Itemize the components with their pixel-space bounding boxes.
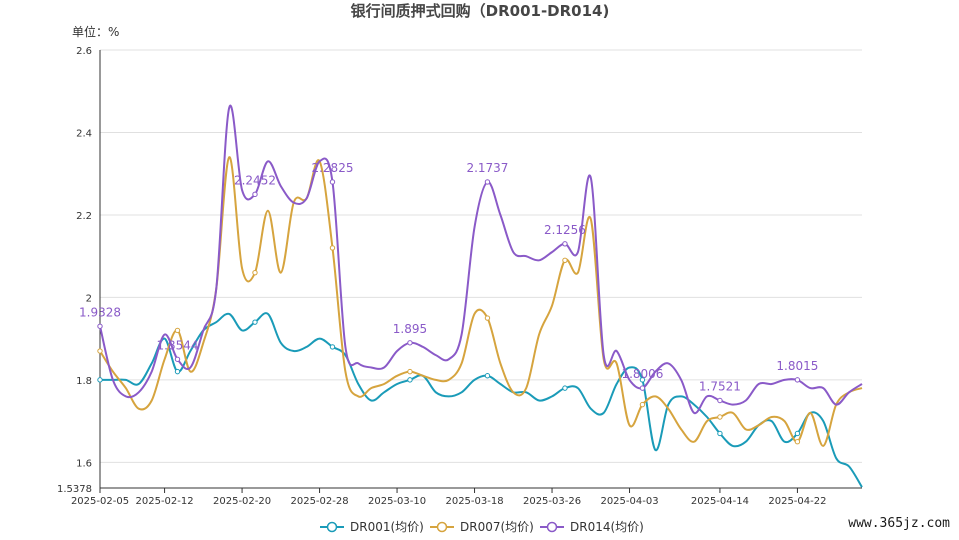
y-tick-label: 2 <box>86 293 92 304</box>
data-point-dr007 <box>562 257 568 263</box>
data-point-dr007 <box>174 327 181 334</box>
data-point-dr001 <box>639 377 646 383</box>
data-point-dr001 <box>97 377 103 383</box>
x-tick-label: 2025-02-05 <box>71 496 129 507</box>
x-tick-label: 2025-03-18 <box>445 496 503 507</box>
data-point-dr014 <box>329 179 336 185</box>
data-point-dr014 <box>407 340 413 346</box>
data-point-dr001 <box>174 368 181 375</box>
data-point-dr001 <box>562 385 568 391</box>
series-lines <box>99 104 863 488</box>
data-label-dr014: 2.1256 <box>544 223 586 237</box>
series-line-dr001 <box>99 312 863 488</box>
axes <box>99 50 862 489</box>
data-point-dr007 <box>97 348 103 354</box>
x-axis-ticks: 2025-02-05 2025-02-12 2025-02-20 2025-02-28… <box>71 488 826 507</box>
data-point-dr007 <box>407 368 413 375</box>
data-label-dr014: 1.895 <box>393 322 427 336</box>
legend-marker <box>326 521 338 533</box>
data-label-dr014: 1.8015 <box>776 359 818 373</box>
data-label-dr014: 2.1737 <box>466 161 508 175</box>
legend-label: DR014(均价) <box>570 520 644 534</box>
x-tick-label: 2025-04-03 <box>600 496 658 507</box>
legend-item-dr007[interactable]: DR007(均价) <box>430 520 534 534</box>
data-point-dr007 <box>484 315 491 321</box>
x-tick-label: 2025-04-14 <box>691 496 749 507</box>
legend-label: DR007(均价) <box>460 520 534 534</box>
data-point-dr007 <box>639 401 646 408</box>
y-tick-label: 2.6 <box>76 46 92 57</box>
unit-label: 单位：% <box>72 24 119 39</box>
data-point-dr001 <box>717 430 723 437</box>
data-point-dr014 <box>484 179 491 185</box>
series-markers <box>97 179 801 445</box>
y-axis-ticks: 1.5378 1.6 1.8 2 2.2 2.4 2.6 <box>57 46 92 495</box>
data-point-dr001 <box>484 373 491 379</box>
y-tick-label: 1.8 <box>76 376 92 387</box>
data-label-dr014: 1.7521 <box>699 379 741 393</box>
data-point-dr001 <box>252 319 258 325</box>
y-tick-label: 1.5378 <box>57 484 92 495</box>
data-point-dr014 <box>252 191 258 198</box>
legend-marker <box>436 521 448 533</box>
data-point-dr014 <box>794 377 801 383</box>
x-tick-label: 2025-04-22 <box>768 496 826 507</box>
x-tick-label: 2025-02-12 <box>136 496 194 507</box>
legend-item-dr014[interactable]: DR014(均价) <box>540 520 644 534</box>
data-point-dr014 <box>97 323 103 329</box>
y-tick-label: 1.6 <box>76 458 92 469</box>
data-labels: 1.9328 1.8544 2.2452 2.2825 1.895 2.1737 2.125… <box>79 161 818 394</box>
legend-marker <box>546 521 558 533</box>
series-line-dr007 <box>99 156 863 447</box>
legend-label: DR001(均价) <box>350 520 424 534</box>
watermark: www.365jz.com <box>848 516 950 531</box>
data-label-dr014: 1.8006 <box>621 367 663 381</box>
data-point-dr007 <box>794 439 801 445</box>
data-point-dr007 <box>717 414 723 420</box>
data-point-dr001 <box>794 430 801 437</box>
data-point-dr014 <box>717 397 723 404</box>
chart-title: 银行间质押式回购（DR001-DR014) <box>351 2 610 20</box>
data-label-dr014: 1.8544 <box>156 338 198 352</box>
data-label-dr014: 2.2825 <box>311 161 353 175</box>
x-tick-label: 2025-02-20 <box>213 496 271 507</box>
x-tick-label: 2025-03-26 <box>523 496 581 507</box>
data-point-dr014 <box>562 241 568 247</box>
x-tick-label: 2025-02-28 <box>290 496 348 507</box>
data-point-dr001 <box>407 377 413 383</box>
y-tick-label: 2.2 <box>76 211 92 222</box>
data-label-dr014: 2.2452 <box>234 173 276 187</box>
legend[interactable]: DR001(均价) DR007(均价) DR014(均价) <box>320 520 644 534</box>
legend-item-dr001[interactable]: DR001(均价) <box>320 520 424 534</box>
x-tick-label: 2025-03-10 <box>368 496 426 507</box>
data-point-dr001 <box>329 344 336 350</box>
data-point-dr007 <box>329 245 336 251</box>
data-point-dr014 <box>174 356 181 362</box>
data-point-dr014 <box>639 385 646 391</box>
series-line-dr014 <box>99 104 863 415</box>
data-label-dr014: 1.9328 <box>79 305 121 319</box>
data-point-dr007 <box>252 269 258 276</box>
y-tick-label: 2.4 <box>76 128 92 139</box>
gridlines <box>100 49 862 463</box>
